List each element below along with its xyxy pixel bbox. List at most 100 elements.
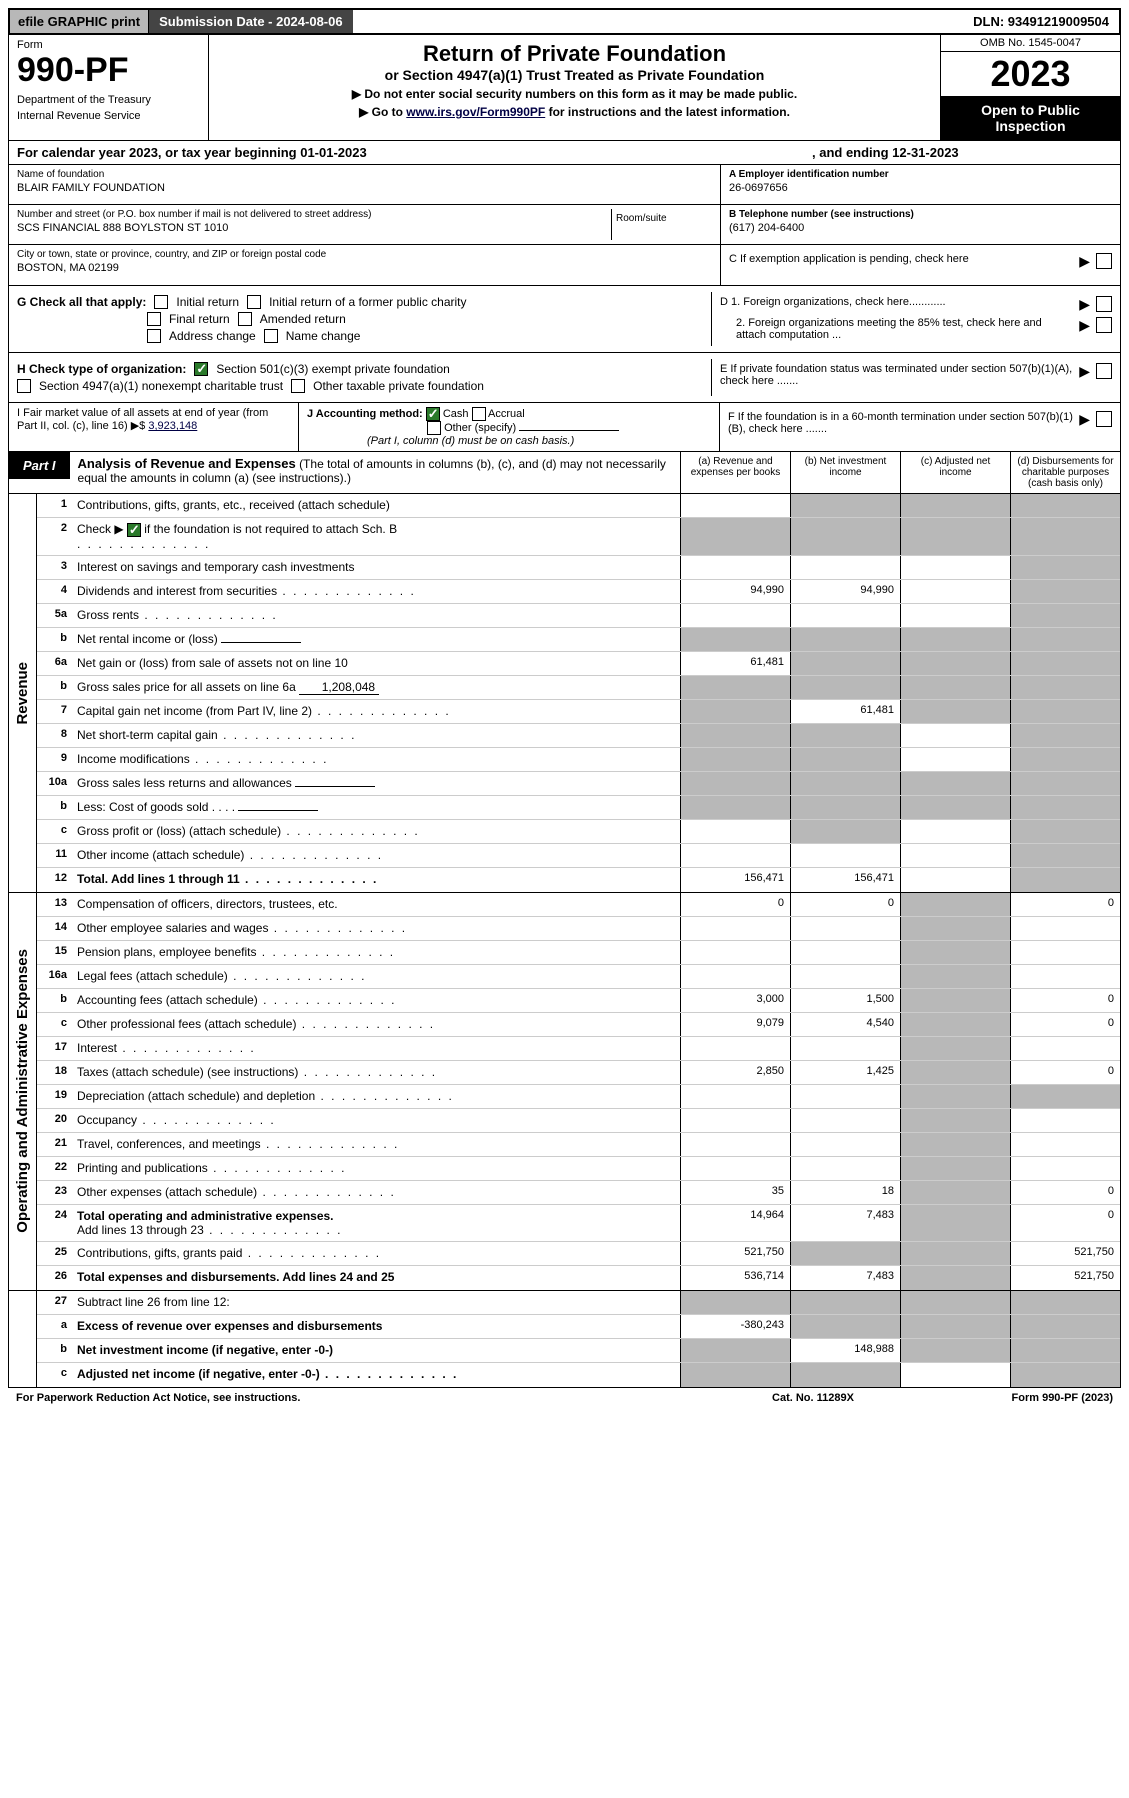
row9-desc: Income modifications: [73, 748, 680, 771]
city-label: City or town, state or province, country…: [17, 249, 712, 260]
row11-desc: Other income (attach schedule): [73, 844, 680, 867]
form-label: Form: [17, 39, 200, 51]
j-other-checkbox[interactable]: [427, 421, 441, 435]
row27c-desc: Adjusted net income (if negative, enter …: [73, 1363, 680, 1387]
g-final-checkbox[interactable]: [147, 312, 161, 326]
row6a-desc: Net gain or (loss) from sale of assets n…: [73, 652, 680, 675]
r13-a: 0: [680, 893, 790, 916]
g-initial-former-label: Initial return of a former public charit…: [269, 295, 466, 309]
row10c-desc: Gross profit or (loss) (attach schedule): [73, 820, 680, 843]
row17-desc: Interest: [73, 1037, 680, 1060]
row25-desc: Contributions, gifts, grants paid: [73, 1242, 680, 1265]
r12-a: 156,471: [680, 868, 790, 892]
row20-desc: Occupancy: [73, 1109, 680, 1132]
r24-a: 14,964: [680, 1205, 790, 1241]
row21-desc: Travel, conferences, and meetings: [73, 1133, 680, 1156]
r18-d: 0: [1010, 1061, 1120, 1084]
g-name-checkbox[interactable]: [264, 329, 278, 343]
form-title: Return of Private Foundation: [229, 41, 920, 67]
d2-checkbox[interactable]: [1096, 317, 1112, 333]
revenue-side-label: Revenue: [9, 494, 37, 892]
foundation-info: Name of foundation BLAIR FAMILY FOUNDATI…: [8, 165, 1121, 286]
e-checkbox[interactable]: [1096, 363, 1112, 379]
col-a-header: (a) Revenue and expenses per books: [680, 452, 790, 493]
top-bar: efile GRAPHIC print Submission Date - 20…: [8, 8, 1121, 35]
r16c-a: 9,079: [680, 1013, 790, 1036]
r26-d: 521,750: [1010, 1266, 1120, 1290]
r16c-b: 4,540: [790, 1013, 900, 1036]
part1-label: Part I: [9, 452, 70, 479]
g-initial-former-checkbox[interactable]: [247, 295, 261, 309]
j-cash-checkbox[interactable]: [426, 407, 440, 421]
cal-year-begin: For calendar year 2023, or tax year begi…: [17, 145, 812, 160]
row10a-desc: Gross sales less returns and allowances: [73, 772, 680, 795]
row1-desc: Contributions, gifts, grants, etc., rece…: [73, 494, 680, 517]
g-amended-checkbox[interactable]: [238, 312, 252, 326]
foundation-address: SCS FINANCIAL 888 BOYLSTON ST 1010: [17, 222, 611, 234]
r23-d: 0: [1010, 1181, 1120, 1204]
h-other-checkbox[interactable]: [291, 379, 305, 393]
r26-a: 536,714: [680, 1266, 790, 1290]
r12-b: 156,471: [790, 868, 900, 892]
row27a-desc: Excess of revenue over expenses and disb…: [73, 1315, 680, 1338]
name-label: Name of foundation: [17, 169, 712, 180]
row10b-desc: Less: Cost of goods sold . . . .: [73, 796, 680, 819]
ein-value: 26-0697656: [729, 182, 1112, 194]
cal-year-end: , and ending 12-31-2023: [812, 145, 1112, 160]
h-4947-checkbox[interactable]: [17, 379, 31, 393]
tax-year: 2023: [941, 52, 1120, 96]
col-d-header: (d) Disbursements for charitable purpose…: [1010, 452, 1120, 493]
d1-label: D 1. Foreign organizations, check here..…: [720, 296, 1073, 308]
g-initial-checkbox[interactable]: [154, 295, 168, 309]
row23-desc: Other expenses (attach schedule): [73, 1181, 680, 1204]
revenue-table: Revenue 1Contributions, gifts, grants, e…: [8, 494, 1121, 893]
footer-row: For Paperwork Reduction Act Notice, see …: [8, 1388, 1121, 1408]
open-public-badge: Open to Public Inspection: [941, 96, 1120, 140]
r25-d: 521,750: [1010, 1242, 1120, 1265]
d1-checkbox[interactable]: [1096, 296, 1112, 312]
h-other-label: Other taxable private foundation: [313, 379, 484, 393]
r6a-a: 61,481: [680, 652, 790, 675]
f-label: F If the foundation is in a 60-month ter…: [728, 411, 1073, 435]
h-label: H Check type of organization:: [17, 362, 186, 376]
j-accrual-label: Accrual: [488, 408, 525, 420]
g-address-checkbox[interactable]: [147, 329, 161, 343]
r16b-d: 0: [1010, 989, 1120, 1012]
g-amended-label: Amended return: [260, 312, 346, 326]
foundation-city: BOSTON, MA 02199: [17, 262, 712, 274]
c-checkbox[interactable]: [1096, 253, 1112, 269]
j-other-label: Other (specify): [444, 422, 516, 434]
row13-desc: Compensation of officers, directors, tru…: [73, 893, 680, 916]
row16c-desc: Other professional fees (attach schedule…: [73, 1013, 680, 1036]
r6b-val: 1,208,048: [299, 680, 379, 695]
d2-label: 2. Foreign organizations meeting the 85%…: [720, 317, 1073, 341]
row12-desc: Total. Add lines 1 through 11: [73, 868, 680, 892]
schb-checkbox[interactable]: [127, 523, 141, 537]
r18-a: 2,850: [680, 1061, 790, 1084]
checks-g-d: G Check all that apply: Initial return I…: [8, 286, 1121, 353]
form-header: Form 990-PF Department of the Treasury I…: [8, 35, 1121, 141]
c-label: C If exemption application is pending, c…: [729, 253, 1073, 265]
r16b-a: 3,000: [680, 989, 790, 1012]
i-label: I Fair market value of all assets at end…: [17, 407, 268, 432]
fmv-value[interactable]: 3,923,148: [148, 420, 197, 432]
efile-print-button[interactable]: efile GRAPHIC print: [10, 10, 149, 33]
footer-form: Form 990-PF (2023): [913, 1392, 1113, 1404]
j-label: J Accounting method:: [307, 408, 423, 420]
line27-table: 27Subtract line 26 from line 12: aExcess…: [8, 1291, 1121, 1388]
r18-b: 1,425: [790, 1061, 900, 1084]
dln-label: DLN: 93491219009504: [963, 10, 1119, 33]
omb-number: OMB No. 1545-0047: [941, 35, 1120, 52]
f-checkbox[interactable]: [1096, 411, 1112, 427]
h-501c3-checkbox[interactable]: [194, 362, 208, 376]
col-c-header: (c) Adjusted net income: [900, 452, 1010, 493]
ein-label: A Employer identification number: [729, 169, 1112, 180]
j-accrual-checkbox[interactable]: [472, 407, 486, 421]
expenses-table: Operating and Administrative Expenses 13…: [8, 893, 1121, 1291]
row18-desc: Taxes (attach schedule) (see instruction…: [73, 1061, 680, 1084]
instr-goto: ▶ Go to www.irs.gov/Form990PF for instru…: [229, 105, 920, 119]
dept-treasury: Department of the Treasury: [17, 94, 200, 106]
expenses-side-label: Operating and Administrative Expenses: [9, 893, 37, 1290]
calendar-year-row: For calendar year 2023, or tax year begi…: [8, 141, 1121, 165]
irs-link[interactable]: www.irs.gov/Form990PF: [406, 105, 545, 119]
